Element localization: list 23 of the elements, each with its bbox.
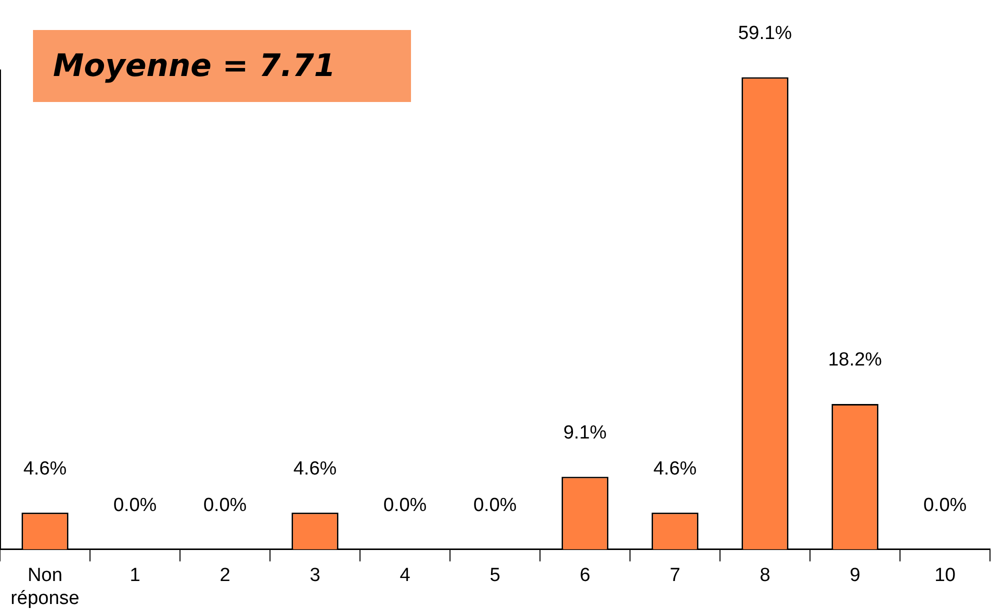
x-tick-label: 7 (670, 565, 680, 586)
x-tick-label: 6 (580, 565, 590, 586)
x-tick-label: Non réponse (10, 565, 80, 609)
data-label: 4.6% (653, 458, 697, 480)
data-label: 4.6% (23, 458, 67, 480)
data-label: 0.0% (923, 495, 967, 516)
data-label: 18.2% (828, 350, 882, 371)
data-label: 0.0% (473, 495, 517, 516)
data-label: 4.6% (293, 458, 337, 480)
x-tick-label: 8 (760, 565, 770, 586)
data-label: 9.1% (563, 422, 607, 444)
x-tick-label: 2 (220, 565, 230, 586)
x-tick-label: 1 (130, 565, 140, 586)
annotation: Moyenne = 7.71 (53, 48, 336, 84)
x-tick-label: 3 (310, 565, 320, 586)
data-label: 59.1% (738, 22, 792, 44)
x-tick-label: 5 (490, 565, 500, 586)
x-tick-label: 4 (400, 565, 411, 586)
data-label: 0.0% (113, 495, 157, 516)
x-tick-label: 9 (850, 565, 860, 586)
data-label: 0.0% (203, 495, 247, 516)
x-tick-label: 10 (934, 565, 956, 586)
data-label: 0.0% (383, 495, 427, 516)
